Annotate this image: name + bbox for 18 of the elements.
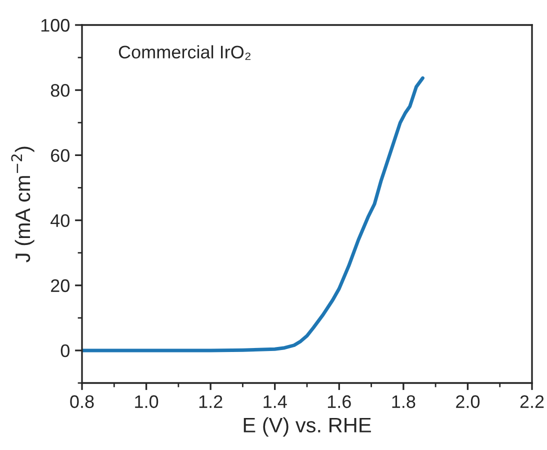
y-tick-label: 80 [50,84,70,97]
x-tick-label: 2.2 [520,395,544,408]
x-tick-label: 0.8 [70,395,94,408]
x-tick-label: 1.4 [264,395,287,408]
x-axis-title: E (V) vs. RHE [244,417,371,437]
y-tick-label: 40 [50,214,70,227]
y-tick-label: 0 [60,344,70,358]
x-tick-label: 1.0 [135,395,158,408]
y-tick-label: 60 [51,149,70,162]
line-series [82,76,424,352]
x-tick-label: 1.6 [328,395,351,408]
x-tick-label: 2.0 [456,395,480,408]
x-tick-label: 1.8 [392,395,416,408]
y-axis-title: J (mA cm$^{−2}$) [11,146,34,262]
y-tick-label: 20 [51,279,70,292]
x-tick-label: 1.2 [199,395,222,408]
y-tick-label: 100 [41,18,70,32]
annotation: Commercial IrO₂ [118,45,251,60]
